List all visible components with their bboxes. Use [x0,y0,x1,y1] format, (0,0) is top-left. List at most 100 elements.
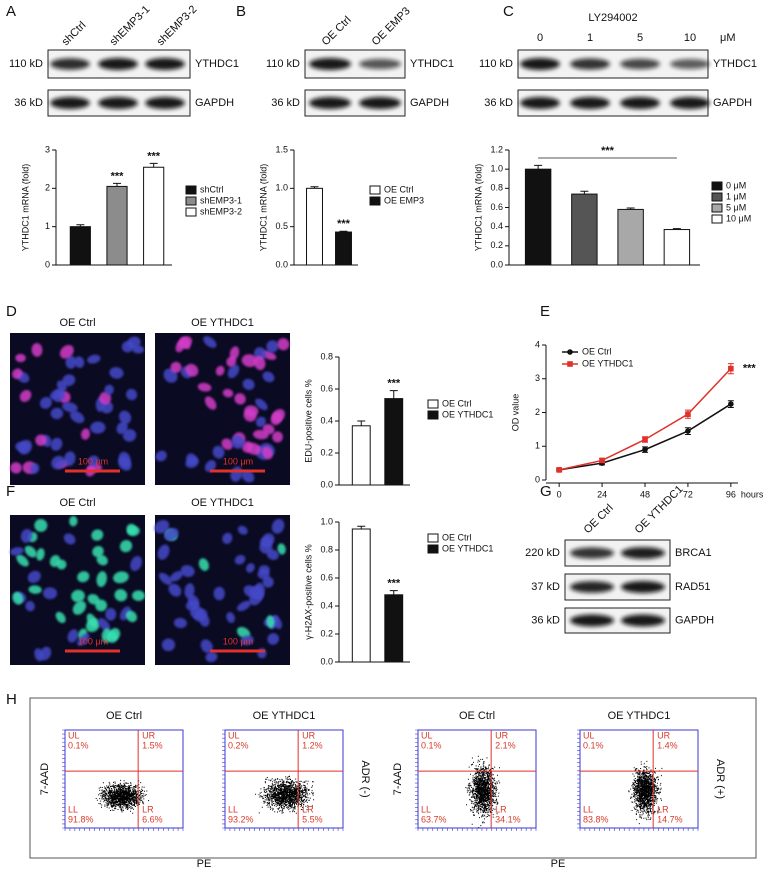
nucleus [31,342,43,357]
quadrant-value: 1.2% [302,740,323,750]
quadrant-lines [418,730,536,828]
bar [524,168,552,266]
nucleus [266,615,275,629]
legend-swatch [427,533,439,543]
quadrant-value: 63.7% [421,814,447,824]
protein-label: YTHDC1 [195,58,239,70]
nucleus [104,384,114,395]
blot-band [309,97,351,109]
nucleus [116,421,128,435]
quadrant-name: LR [657,804,669,814]
nucleus [88,455,100,467]
legend-marker [567,361,573,367]
nucleus [114,589,128,602]
y-tick-label: 1.0 [275,183,288,193]
y-tick-label: 1.2 [490,144,503,154]
quadrant-value: 5.5% [302,814,323,824]
quadrant-name: UR [495,730,508,740]
nucleus [105,607,117,621]
legend-swatch [185,207,197,217]
lane-label: OE Ctrl [582,502,616,536]
quadrant-value: 0.1% [68,740,89,750]
protein-label: BRCA1 [675,547,712,559]
y-tick-label: 0.0 [320,656,333,666]
error-bar [76,224,85,227]
nucleus [90,421,106,434]
nucleus [86,613,98,628]
nucleus [118,451,131,468]
scale-bar-label: 100 μm [223,456,253,466]
nucleus [71,589,85,603]
quadrant-name: LR [302,804,314,814]
lane-label: OE EMP3 [370,5,413,48]
nucleus [262,446,273,460]
event-dots [95,779,149,814]
nucleus [241,354,258,368]
quadrant-value: 1.4% [657,740,678,750]
quadrant-name: LR [495,804,507,814]
cells [10,336,145,477]
legend-label: 1 μM [726,191,746,201]
error-bar [534,164,543,170]
panel-label: D [6,303,17,320]
quadrant-value: 0.2% [228,740,249,750]
nucleus [204,460,217,473]
panel-label: E [540,303,550,320]
nucleus [39,396,52,409]
y-axis-title: YTHDC1 mRNA (fold) [258,164,268,252]
y-axis-title: 7-AAD [39,763,51,795]
quadrant-name: UL [228,730,240,740]
quadrant-value: 2.1% [495,740,516,750]
unit-label: μM [720,32,736,44]
nucleus [95,599,108,612]
legend-swatch [427,410,439,420]
quadrant-lines [225,730,343,828]
nucleus [258,565,270,575]
y-tick-label: 0.0 [490,259,503,269]
nucleus [34,519,48,532]
y-tick-label: 0.4 [490,221,503,231]
cells [154,518,286,663]
blot-band [570,97,610,109]
error-bar [626,207,635,210]
panel-label: B [236,3,246,20]
significance: *** [111,170,125,182]
band-size: 36 kD [14,97,43,109]
band-size: 36 kD [271,97,300,109]
nucleus [175,340,185,353]
plot-title: OE Ctrl [106,710,142,722]
legend-marker [567,349,573,355]
nucleus [56,559,67,570]
y-axis-title: OD value [510,394,520,432]
y-tick-label: 0.6 [320,383,333,393]
x-tick-label: 72 [683,489,693,499]
nucleus [70,410,85,424]
nucleus [169,570,183,582]
legend-label: OE Ctrl [442,532,472,542]
nucleus [221,438,233,450]
nucleus [277,543,286,555]
nucleus [122,429,137,442]
y-tick-label: 1 [535,441,540,451]
y-tick-label: 4 [535,339,540,349]
significance: *** [601,145,615,157]
lane-label: 10 [684,32,696,44]
nucleus [234,554,246,565]
y-tick-label: 0.6 [490,202,503,212]
lane-label: 0 [537,32,543,44]
blot-band [98,58,138,70]
y-tick-label: 0.8 [320,351,333,361]
quadrant-name: UR [142,730,155,740]
bar [69,226,91,266]
legend-swatch [427,399,439,409]
plot-title: OE YTHDC1 [608,710,671,722]
y-tick-label: 1 [45,221,50,231]
lane-label: 1 [587,32,593,44]
point [728,401,734,407]
nucleus [12,591,24,605]
legend-label: 0 μM [726,180,746,190]
panel-h-frame [29,697,757,859]
quadrant-name: LL [583,804,593,814]
nucleus [227,364,240,379]
nucleus [200,639,213,653]
